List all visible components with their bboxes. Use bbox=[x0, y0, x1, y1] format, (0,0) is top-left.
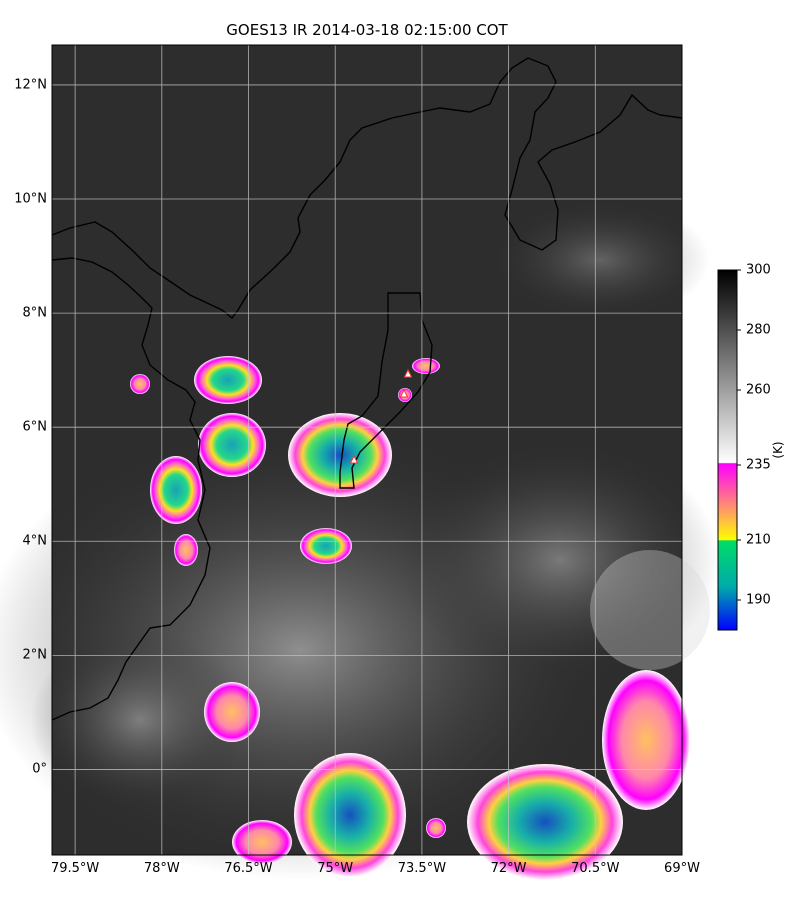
convective-cell bbox=[602, 670, 690, 810]
coastlines bbox=[51, 57, 683, 721]
y-tick-label: 8°N bbox=[22, 305, 48, 321]
convective-cell bbox=[412, 358, 440, 374]
convective-cell bbox=[204, 682, 260, 742]
map-title: GOES13 IR 2014-03-18 02:15:00 COT bbox=[226, 21, 508, 39]
colorbar-tick-label: 280 bbox=[746, 322, 771, 338]
convective-cell bbox=[198, 413, 266, 477]
colorbar-tick-label: 300 bbox=[746, 262, 771, 278]
x-tick-label: 79.5°W bbox=[50, 861, 100, 876]
colorbar-label: (K) bbox=[771, 441, 785, 459]
x-tick-label: 69°W bbox=[664, 861, 700, 876]
x-tick-label: 72°W bbox=[490, 861, 527, 876]
convective-cell bbox=[150, 456, 202, 524]
triangle-marker bbox=[403, 368, 413, 378]
convective-cell bbox=[130, 374, 150, 394]
convective-cell bbox=[288, 413, 392, 497]
pacific-coast bbox=[51, 257, 211, 721]
y-tick-label: 4°N bbox=[22, 533, 48, 549]
x-tick-label: 76.5°W bbox=[224, 861, 273, 876]
y-tick-label: 10°N bbox=[14, 191, 47, 207]
convective-cell bbox=[426, 818, 446, 838]
cloud-haze bbox=[590, 550, 710, 670]
convective-cell bbox=[300, 528, 352, 564]
volcano-markers bbox=[349, 368, 413, 464]
colorbar bbox=[717, 269, 738, 631]
colorbar-ticks bbox=[737, 269, 741, 601]
gridlines bbox=[52, 45, 683, 855]
x-tick-label: 73.5°W bbox=[397, 861, 447, 876]
colorbar-tick-label: 235 bbox=[746, 457, 771, 473]
map-frame bbox=[51, 44, 683, 856]
convective-cell bbox=[232, 820, 292, 864]
caribbean-coast bbox=[51, 57, 683, 319]
y-tick-label: 6°N bbox=[22, 419, 48, 435]
colorbar-tick-label: 190 bbox=[746, 592, 771, 608]
colorbar-tick-label: 210 bbox=[746, 532, 771, 548]
colorbar-tick-label: 260 bbox=[746, 382, 771, 398]
convective-cell bbox=[194, 356, 262, 404]
cloud-haze bbox=[400, 440, 720, 680]
cloud-haze bbox=[30, 630, 250, 810]
y-tick-label: 0° bbox=[32, 761, 47, 777]
convective-cell bbox=[294, 753, 406, 877]
x-tick-label: 70.5°W bbox=[571, 861, 620, 876]
triangle-marker bbox=[349, 454, 359, 464]
y-tick-label: 2°N bbox=[22, 647, 48, 663]
x-tick-label: 78°W bbox=[143, 861, 180, 876]
department-boundary bbox=[339, 292, 433, 489]
map-plot-area bbox=[0, 44, 720, 880]
convective-cell bbox=[467, 764, 623, 880]
convective-cell bbox=[174, 534, 198, 566]
cloud-haze bbox=[490, 200, 710, 320]
y-tick-label: 12°N bbox=[14, 77, 47, 93]
x-tick-label: 75°W bbox=[317, 861, 354, 876]
triangle-marker bbox=[399, 388, 409, 398]
